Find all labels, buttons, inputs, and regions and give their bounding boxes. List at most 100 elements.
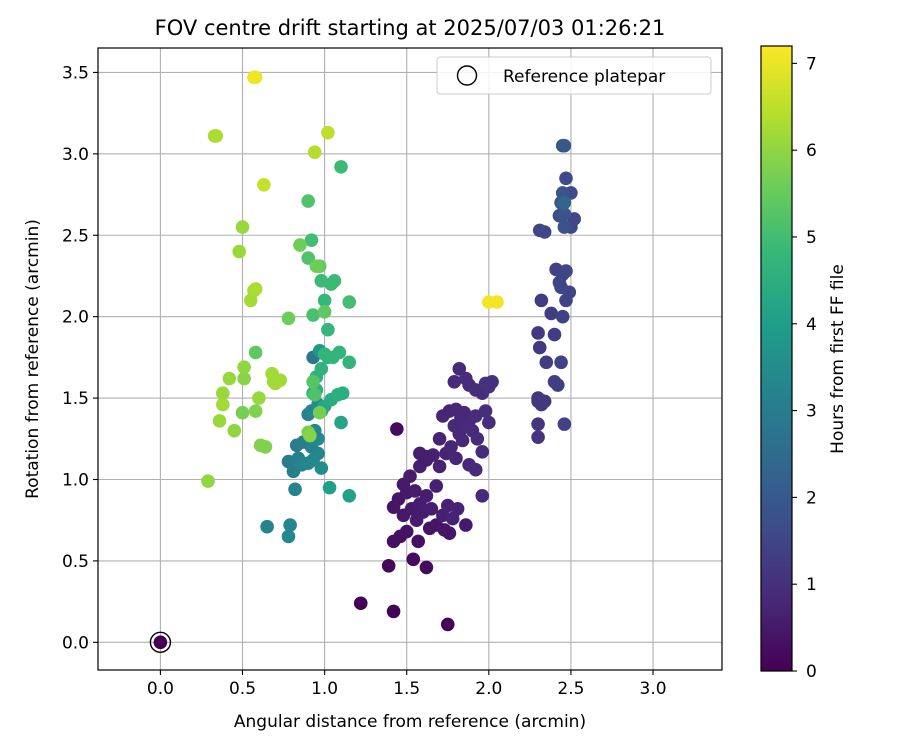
legend-box — [436, 56, 712, 95]
data-point — [304, 233, 319, 247]
data-point — [281, 529, 296, 544]
data-point — [532, 340, 547, 355]
data-point — [534, 293, 549, 308]
data-point — [444, 440, 458, 454]
data-point — [201, 474, 215, 488]
data-point — [381, 558, 396, 573]
data-point — [301, 194, 315, 208]
data-point — [288, 482, 302, 497]
data-point — [559, 264, 573, 278]
data-point — [273, 373, 288, 387]
data-point — [459, 418, 473, 433]
data-point — [216, 386, 230, 400]
data-point — [449, 451, 463, 466]
data-point — [283, 518, 297, 532]
grid — [98, 48, 722, 670]
data-point — [531, 417, 545, 431]
colorbar-tick-label: 5 — [806, 228, 817, 248]
y-tick-label: 1.0 — [62, 470, 89, 490]
data-point — [334, 160, 348, 174]
data-point — [314, 274, 329, 288]
data-point — [419, 560, 434, 575]
data-point — [212, 414, 227, 428]
colorbar-tick-label: 4 — [806, 315, 817, 335]
data-point — [399, 524, 414, 539]
y-tick-label: 0.5 — [62, 552, 89, 572]
data-point — [317, 304, 332, 319]
data-point — [550, 378, 565, 392]
data-point — [235, 220, 250, 234]
data-point — [559, 171, 573, 186]
data-point — [403, 469, 417, 484]
data-point — [257, 177, 271, 192]
data-point — [450, 502, 465, 516]
x-tick-label: 0.5 — [229, 679, 256, 699]
data-point — [248, 70, 263, 85]
data-point — [544, 306, 559, 321]
data-point — [419, 449, 434, 464]
data-point — [411, 534, 426, 549]
data-point — [222, 371, 237, 386]
y-axis-label: Rotation from reference (arcmin) — [23, 219, 43, 499]
colorbar-tick-label: 1 — [806, 575, 817, 595]
data-point — [216, 397, 230, 412]
colorbar-tick-label: 6 — [806, 141, 817, 161]
data-point — [555, 309, 570, 324]
reference-point-fill — [153, 635, 168, 650]
data-point — [557, 138, 572, 153]
data-point — [537, 394, 552, 409]
data-point — [321, 322, 335, 337]
x-tick-label: 1.5 — [393, 679, 420, 699]
y-tick-label: 1.5 — [62, 389, 89, 409]
colorbar-ticks: 0 1 2 3 4 5 6 7 — [792, 54, 817, 682]
data-point — [353, 596, 368, 611]
data-point — [209, 129, 224, 143]
data-point — [309, 259, 324, 273]
data-point — [390, 422, 404, 436]
data-point — [322, 480, 337, 495]
data-point — [490, 295, 504, 309]
data-point — [539, 355, 554, 370]
data-point — [317, 347, 332, 361]
data-point — [386, 604, 401, 619]
data-point — [307, 388, 322, 402]
data-point — [306, 308, 320, 322]
data-point — [232, 244, 247, 259]
data-point — [408, 484, 422, 498]
data-point — [334, 415, 348, 430]
y-tick-label: 2.0 — [62, 308, 89, 328]
data-point — [342, 295, 357, 309]
data-point — [485, 374, 499, 389]
y-tick-label: 2.5 — [62, 226, 89, 246]
plot-frame — [97, 47, 723, 671]
reference-point-ring — [149, 631, 172, 654]
data-point — [327, 274, 342, 288]
data-point — [335, 386, 350, 400]
data-point — [237, 360, 251, 374]
data-point — [306, 374, 320, 389]
data-point — [252, 391, 266, 405]
data-point — [459, 518, 473, 532]
data-point — [452, 361, 467, 376]
y-tick-label: 3.5 — [62, 63, 89, 83]
data-point — [432, 459, 447, 474]
data-point — [332, 345, 347, 360]
data-point — [424, 502, 439, 516]
colorbar-tick-label: 2 — [806, 488, 817, 508]
colorbar-tick-label: 0 — [806, 662, 817, 682]
data-point — [442, 526, 457, 541]
colorbar-frame — [760, 45, 793, 672]
legend-entry-label: Reference platepar — [503, 67, 665, 87]
data-point — [248, 345, 263, 360]
data-point — [547, 327, 562, 342]
chart-title: FOV centre drift starting at 2025/07/03 … — [155, 16, 666, 40]
data-point — [557, 417, 572, 431]
legend-reference-marker — [456, 65, 478, 86]
data-point — [440, 617, 455, 632]
data-point — [468, 409, 483, 423]
data-point — [260, 519, 274, 534]
data-point — [419, 488, 434, 503]
data-point — [307, 145, 322, 160]
data-point — [312, 405, 327, 420]
data-point — [237, 371, 251, 386]
